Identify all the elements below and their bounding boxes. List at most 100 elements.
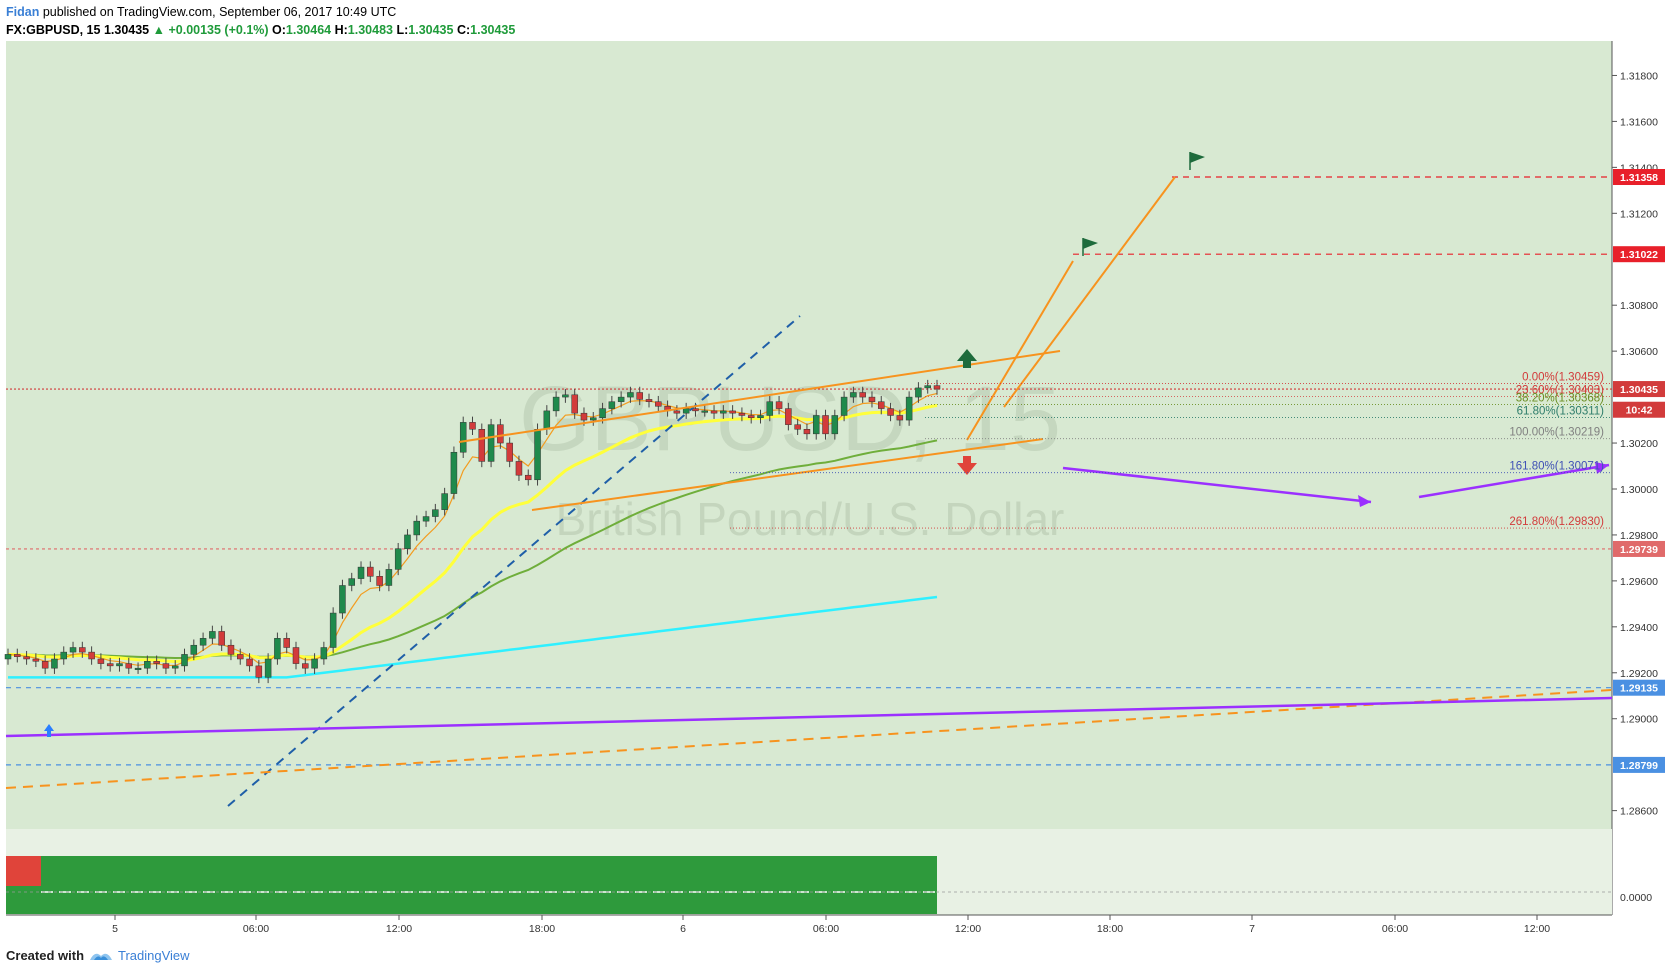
candle-body	[571, 394, 578, 414]
bear-path-1[interactable]	[1062, 466, 1372, 504]
projection-line-1[interactable]	[966, 260, 1074, 441]
fib-level-label: 261.80%(1.29830)	[1509, 516, 1604, 528]
price-tag-label: 1.28799	[1620, 760, 1658, 772]
candle-body	[311, 658, 318, 669]
oscillator-negative-block	[6, 856, 41, 886]
candle-body	[88, 651, 95, 660]
candle-body	[106, 663, 114, 667]
price-tag-label: 1.30435	[1620, 384, 1658, 396]
candle-body	[896, 415, 904, 421]
y-tick-label: 1.29800	[1620, 530, 1658, 542]
chart-pane[interactable]	[6, 41, 1612, 829]
x-tick-label: 18:00	[1097, 923, 1123, 935]
x-tick-label: 12:00	[386, 923, 412, 935]
candle-body	[432, 509, 439, 517]
candle-body	[255, 665, 263, 678]
candle-body	[552, 396, 560, 412]
price-tag-label: 10:42	[1626, 405, 1653, 417]
flag-icon[interactable]	[1083, 238, 1098, 249]
y-tick-label: 1.29200	[1620, 668, 1658, 680]
candle-body	[79, 647, 86, 653]
bear-path-2-arrowhead	[1595, 462, 1609, 474]
price-axis[interactable]	[1612, 41, 1671, 940]
candle-body	[915, 387, 922, 398]
candle-body	[859, 392, 866, 398]
candle-body	[738, 412, 746, 416]
oscillator-tick-label: 0.0000	[1620, 892, 1652, 904]
y-tick-label: 1.28600	[1620, 806, 1658, 818]
moving-average-long	[8, 595, 938, 679]
candle-body	[655, 401, 662, 407]
up-arrow-icon[interactable]	[957, 349, 977, 368]
candle-body	[506, 442, 513, 462]
drawings	[5, 152, 1613, 807]
x-tick-label: 7	[1249, 923, 1255, 935]
fib-level-label: 61.80%(1.30311)	[1517, 406, 1605, 418]
candle-body	[682, 408, 690, 414]
candle-body	[69, 647, 77, 653]
fib-level-label: 0.00%(1.30459)	[1522, 372, 1604, 384]
candle-body	[246, 658, 253, 667]
moving-average-mid	[7, 403, 938, 664]
bear-path-2[interactable]	[1418, 463, 1610, 499]
axis-labels: 1.318001.316001.314001.312001.308001.306…	[112, 70, 1658, 935]
trend-line-dashed-blue[interactable]	[227, 315, 801, 807]
price-tag	[1613, 169, 1665, 186]
candle-body	[441, 493, 448, 510]
flag-icon[interactable]	[1190, 152, 1205, 163]
candle-body	[747, 415, 755, 419]
candle-body	[590, 417, 597, 421]
candle-body	[720, 410, 727, 414]
price-change: ▲ +0.00135 (+0.1%)	[152, 23, 269, 37]
candle-body	[348, 578, 355, 586]
candle-body	[878, 401, 885, 409]
down-arrow-icon[interactable]	[957, 456, 977, 475]
y-tick-label: 1.30800	[1620, 300, 1658, 312]
chart-header: Fidan published on TradingView.com, Sept…	[0, 0, 1671, 40]
x-tick-label: 12:00	[955, 923, 981, 935]
candle-body	[617, 396, 625, 402]
price-chart[interactable]: GBPUSD, 15 British Pound/U.S. Dollar 0.0…	[0, 0, 1671, 940]
candle-body	[627, 392, 634, 398]
candle-body	[692, 408, 699, 412]
candle-body	[51, 658, 58, 669]
tradingview-logo-icon	[90, 953, 112, 960]
trend-line-dashed-orange[interactable]	[5, 689, 1613, 789]
candle-body	[608, 401, 616, 409]
x-tick-label: 06:00	[1382, 923, 1408, 935]
candle-body	[339, 585, 346, 614]
y-tick-label: 1.29400	[1620, 622, 1658, 634]
low-value: 1.30435	[408, 23, 454, 37]
channel-upper[interactable]	[458, 350, 1061, 443]
x-tick-label: 5	[112, 923, 118, 935]
candle-body	[785, 408, 792, 425]
candle-body	[171, 665, 179, 669]
signal-up-arrow-icon	[44, 724, 54, 737]
candle-body	[97, 658, 105, 664]
author-link[interactable]: Fidan	[6, 5, 40, 19]
candle-body	[543, 410, 551, 430]
candle-body	[757, 415, 764, 419]
candle-body	[524, 474, 532, 481]
close-value: 1.30435	[470, 23, 516, 37]
candle-body	[376, 576, 383, 586]
fib-level-label: 23.60%(1.30403)	[1516, 384, 1604, 396]
price-tag-label: 1.31022	[1620, 249, 1658, 261]
tradingview-link[interactable]: TradingView	[118, 948, 190, 963]
candle-body	[41, 661, 49, 669]
candle-body	[264, 658, 272, 678]
candle-body	[199, 638, 207, 646]
candle-body	[478, 429, 486, 462]
bear-path-1-arrowhead	[1358, 495, 1371, 507]
candle-body	[868, 396, 876, 402]
channel-lower[interactable]	[531, 438, 1044, 511]
candle-body	[924, 385, 931, 389]
candle-body	[729, 410, 736, 414]
candle-body	[450, 451, 458, 494]
oscillator: 0.0000	[6, 856, 1652, 914]
projection-line-2[interactable]	[1003, 176, 1176, 408]
support-line-purple[interactable]	[5, 696, 1613, 738]
price-tag-label: 1.29135	[1620, 683, 1658, 695]
candle-body	[822, 415, 829, 435]
publish-info: published on TradingView.com, September …	[39, 5, 397, 19]
